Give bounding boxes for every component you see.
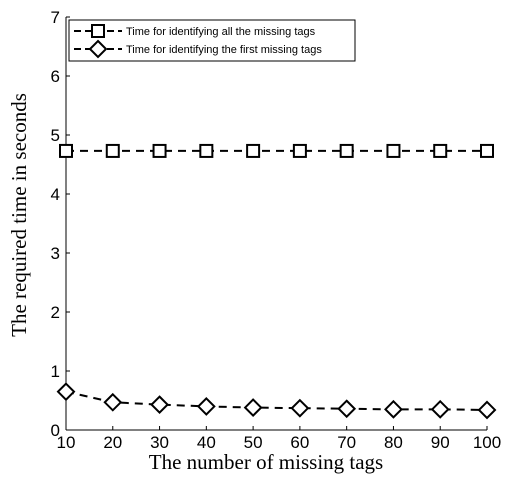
data-point-diamond [243, 398, 263, 417]
legend-marker-square [91, 24, 105, 38]
data-point-diamond [196, 396, 216, 416]
data-point-diamond [103, 392, 123, 412]
data-point-diamond [150, 395, 169, 415]
x-tick-label: 80 [384, 433, 403, 452]
x-tick-label: 60 [290, 433, 309, 452]
legend-marker-diamond [88, 39, 108, 59]
data-point-diamond [337, 399, 357, 419]
data-point-diamond [477, 400, 497, 420]
y-tick-label: 0 [51, 421, 60, 440]
y-tick-label: 3 [51, 244, 60, 263]
data-point-square [386, 143, 401, 158]
axes: 0 1 2 3 4 5 6 7 10 20 30 40 50 60 70 80 90 100 [51, 8, 502, 452]
data-point-square [246, 143, 261, 158]
legend: Time for identifying all the missing tag… [68, 19, 356, 62]
x-tick-label: 30 [150, 433, 169, 452]
data-point-square [199, 143, 214, 158]
data-point-diamond [290, 398, 310, 418]
x-axis-title: The number of missing tags [149, 450, 383, 474]
series-square [59, 143, 494, 158]
y-tick-label: 7 [51, 8, 60, 27]
data-point-square [152, 143, 167, 158]
data-point-square [59, 143, 73, 158]
x-tick-label: 70 [337, 433, 356, 452]
y-tick-label: 6 [51, 67, 60, 86]
data-point-diamond [56, 382, 76, 402]
series-diamond [56, 382, 497, 420]
data-point-square [292, 143, 307, 158]
x-tick-label: 40 [197, 433, 216, 452]
y-tick-label: 1 [51, 362, 60, 381]
y-axis-title: The required time in seconds [7, 93, 31, 337]
legend-label: Time for identifying the first missing t… [126, 44, 322, 56]
x-tick-label: 20 [103, 433, 122, 452]
legend-entry: Time for identifying the first missing t… [74, 39, 322, 59]
data-point-square [480, 143, 494, 158]
y-tick-label: 5 [51, 126, 60, 145]
series-layer [56, 143, 497, 420]
legend-entry: Time for identifying all the missing tag… [74, 24, 316, 38]
x-tick-label: 100 [473, 433, 501, 452]
x-tick-label: 50 [244, 433, 263, 452]
series-line [65, 390, 488, 411]
data-point-square [105, 143, 120, 158]
y-tick-label: 2 [51, 303, 60, 322]
data-point-diamond [430, 399, 450, 419]
legend-box [68, 19, 356, 62]
legend-label: Time for identifying all the missing tag… [126, 26, 316, 38]
x-tick-label: 90 [431, 433, 450, 452]
data-point-diamond [384, 399, 403, 419]
y-tick-label: 4 [51, 185, 60, 204]
data-point-square [339, 143, 354, 158]
x-tick-label: 10 [57, 433, 76, 452]
data-point-square [433, 143, 448, 158]
